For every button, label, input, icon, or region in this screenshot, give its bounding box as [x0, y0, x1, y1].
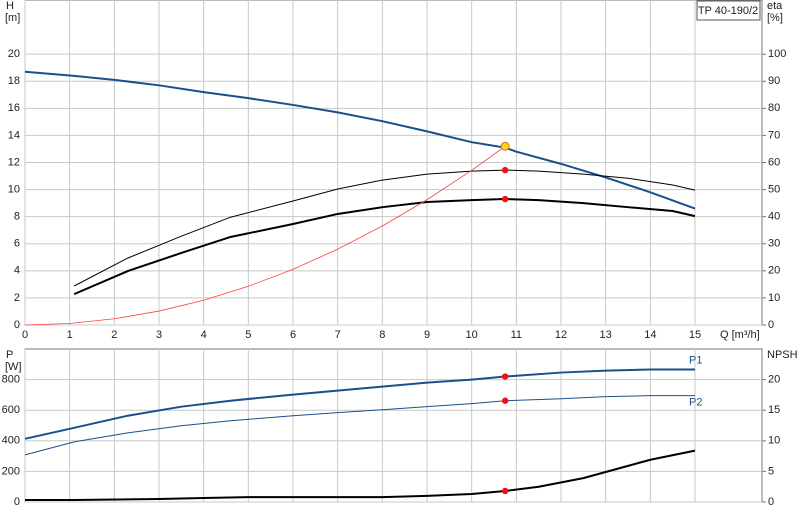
- y-tick-label: 4: [14, 265, 20, 277]
- x-tick-label: 0: [22, 329, 28, 341]
- y-tick-label: 600: [2, 404, 20, 416]
- y-axis-unit: [m]: [5, 12, 20, 24]
- y2-tick-label: 10: [768, 435, 780, 447]
- y-tick-label: 12: [8, 156, 20, 168]
- y-axis-unit: [W]: [5, 361, 22, 373]
- y2-axis-unit: [%]: [767, 12, 783, 24]
- y2-tick-label: 20: [768, 265, 780, 277]
- x-tick-label: 4: [201, 329, 207, 341]
- curve: [24, 145, 506, 326]
- duty-point: [501, 397, 509, 404]
- product-label: TP 40-190/2: [698, 5, 758, 17]
- y-tick-label: 16: [8, 102, 20, 114]
- y-tick-label: 18: [8, 75, 20, 87]
- y-tick-label: 200: [2, 465, 20, 477]
- x-tick-label: 14: [644, 329, 656, 341]
- x-tick-label: 15: [689, 329, 701, 341]
- curve: [24, 395, 695, 456]
- y2-tick-label: 5: [768, 465, 774, 477]
- chart-layer: 0 1 2 3 4 5 6 7 8 9 10 11 12 13 14 15024681012141618200…: [2, 0, 798, 508]
- curve: [24, 368, 695, 440]
- y-tick-label: 800: [2, 374, 20, 386]
- y2-axis-label: NPSH: [767, 349, 798, 361]
- y2-tick-label: 40: [768, 211, 780, 223]
- y-tick-label: 400: [2, 435, 20, 447]
- x-tick-label: 1: [67, 329, 73, 341]
- curve-label: P1: [689, 354, 702, 366]
- duty-point: [501, 487, 509, 495]
- x-tick-label: 5: [245, 329, 251, 341]
- y-axis-label: P: [6, 349, 13, 361]
- product-box: [696, 0, 761, 21]
- curve: [24, 70, 696, 210]
- y-tick-label: 8: [14, 211, 20, 223]
- y2-tick-label: 0: [768, 496, 774, 508]
- duty-point: [501, 195, 509, 203]
- curve-label: P2: [689, 397, 702, 409]
- x-tick-label: 8: [379, 329, 385, 341]
- x-tick-label: 11: [511, 329, 522, 341]
- plot-area: [24, 348, 763, 503]
- x-tick-label: 7: [335, 329, 341, 341]
- y2-tick-label: 70: [768, 129, 780, 141]
- y-tick-label: 20: [8, 48, 20, 60]
- duty-point: [500, 141, 510, 151]
- x-tick-label: 3: [156, 329, 162, 341]
- y-tick-label: 14: [8, 129, 20, 141]
- y2-tick-label: 80: [768, 102, 780, 114]
- y2-tick-label: 60: [768, 156, 780, 168]
- curve: [25, 449, 696, 501]
- y2-tick-label: 90: [768, 75, 780, 87]
- x-tick-label: 6: [290, 329, 296, 341]
- y2-tick-label: 0: [768, 319, 774, 331]
- y-tick-label: 2: [14, 292, 20, 304]
- duty-point: [501, 373, 509, 380]
- x-tick-label: 9: [424, 329, 430, 341]
- x-tick-label: 13: [600, 329, 612, 341]
- x-tick-label: 2: [111, 329, 117, 341]
- duty-point: [501, 166, 509, 174]
- y-axis-label: H: [6, 0, 14, 12]
- y2-tick-label: 30: [768, 238, 780, 250]
- y2-tick-label: 15: [768, 404, 780, 416]
- y2-tick-label: 100: [768, 48, 786, 60]
- x-tick-label: 12: [555, 329, 567, 341]
- y2-axis-label: eta: [767, 0, 783, 12]
- x-tick-label: 10: [466, 329, 478, 341]
- y2-tick-label: 50: [768, 183, 780, 195]
- y-tick-label: 6: [14, 238, 20, 250]
- y-tick-label: 10: [8, 183, 20, 195]
- y2-tick-label: 10: [768, 292, 780, 304]
- curve: [73, 198, 696, 296]
- y-tick-label: 0: [14, 496, 20, 508]
- y-tick-label: 0: [14, 319, 20, 331]
- x-axis-label: Q [m³/h]: [720, 329, 760, 341]
- y2-tick-label: 20: [768, 374, 780, 386]
- curve: [73, 169, 696, 287]
